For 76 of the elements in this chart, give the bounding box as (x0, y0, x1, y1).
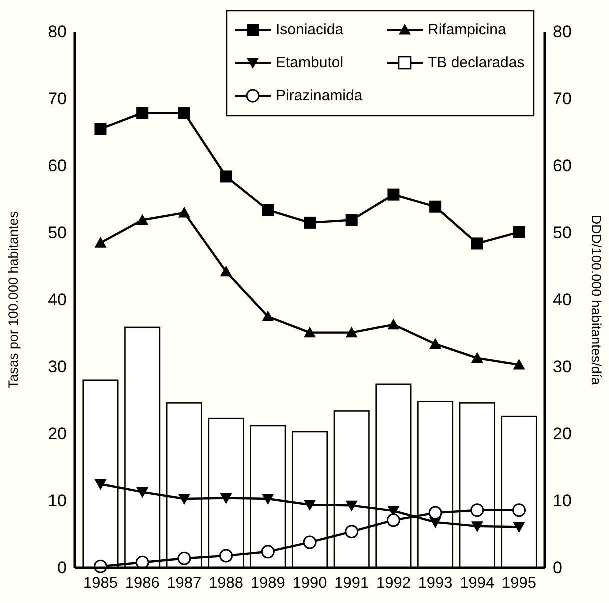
point (471, 238, 484, 250)
point (388, 318, 400, 330)
point (304, 216, 316, 229)
y2-axis-title: DDD/100.000 habitantes/día (589, 214, 604, 386)
point (220, 494, 232, 504)
point (262, 204, 274, 216)
point (178, 206, 190, 218)
y-tick-label: 40 (48, 290, 67, 310)
point (513, 226, 526, 238)
y2-tick-label: 40 (553, 290, 572, 310)
point (471, 352, 484, 364)
point (346, 500, 358, 512)
legend-label: Rifampicina (428, 22, 508, 38)
x-tick-label: 1993 (418, 575, 453, 592)
point (512, 504, 526, 518)
legend-label: Pirazinamida (276, 88, 364, 104)
y2-tick-label: 30 (553, 358, 572, 376)
point (262, 310, 274, 322)
point (178, 552, 192, 566)
point (430, 200, 442, 213)
point (345, 525, 359, 539)
y-tick-label: 20 (48, 424, 67, 444)
legend-label: Etambutol (276, 54, 344, 72)
x-tick-label: 1995 (502, 575, 537, 592)
x-tick-label: 1992 (376, 575, 411, 592)
point (430, 338, 442, 350)
x-tick-label: 1985 (83, 575, 118, 592)
point (220, 170, 232, 183)
point (470, 504, 484, 518)
x-tick-label: 1989 (250, 575, 286, 592)
point (386, 514, 400, 528)
x-tick-label: 1986 (125, 575, 160, 592)
point (388, 188, 400, 201)
y2-tick-label: 20 (553, 424, 572, 444)
point (304, 326, 316, 338)
y-tick-label: 60 (48, 156, 67, 176)
x-tick-label: 1988 (209, 575, 244, 592)
y-tick-label: 30 (48, 358, 67, 376)
point (178, 107, 190, 120)
y2-tick-label: 60 (553, 156, 572, 176)
x-tick-label: 1991 (334, 575, 370, 592)
y2-tick-label: 50 (553, 224, 572, 242)
y-tick-label: 10 (48, 492, 67, 510)
legend-label: Isoniacida (276, 22, 344, 38)
point (513, 358, 526, 370)
point (94, 237, 107, 248)
y2-tick-label: 70 (553, 90, 572, 108)
point (136, 107, 149, 120)
y2-tick-label: 0 (553, 558, 562, 578)
point (220, 549, 234, 563)
point (471, 522, 484, 532)
point (346, 326, 358, 338)
point (303, 536, 317, 550)
point (346, 214, 358, 226)
point (94, 479, 107, 490)
x-tick-label: 1987 (167, 575, 202, 592)
x-tick-label: 1994 (460, 575, 496, 592)
point (304, 500, 316, 512)
point (262, 494, 274, 505)
point (94, 123, 107, 136)
point (428, 506, 442, 520)
y-tick-label: 70 (48, 90, 67, 108)
y-tick-label: 0 (58, 558, 67, 578)
point (220, 266, 232, 277)
y-tick-label: 80 (48, 22, 67, 42)
point (261, 545, 275, 559)
legend-label: TB declaradas (428, 54, 525, 72)
y2-tick-label: 80 (553, 22, 572, 42)
point (136, 214, 149, 226)
y2-tick-label: 10 (553, 492, 572, 510)
point (513, 522, 526, 534)
y-tick-label: 50 (48, 224, 67, 242)
point (178, 494, 190, 505)
point (136, 487, 149, 498)
y-axis-title: Tasas por 100.000 habitantes (6, 211, 21, 389)
x-tick-label: 1990 (292, 575, 328, 592)
